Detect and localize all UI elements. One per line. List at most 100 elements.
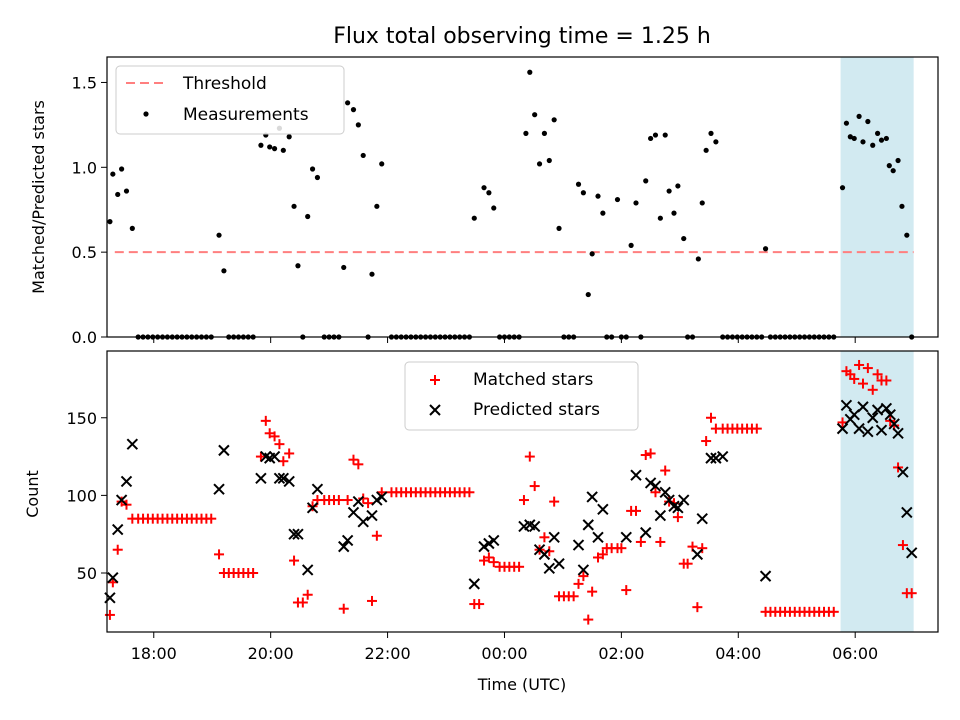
predicted-star-point [871, 404, 884, 416]
matched-star-point [260, 415, 271, 426]
measurement-point [652, 132, 659, 138]
measurement-point [123, 188, 130, 194]
predicted-star-point [553, 557, 565, 570]
matched-star-point [701, 436, 712, 447]
measurement-point [355, 122, 361, 128]
matched-star-point [302, 589, 313, 600]
measurement-point [541, 130, 548, 136]
measurement-point [271, 146, 278, 152]
measurement-point [883, 135, 889, 142]
bottom-legend-box [404, 361, 639, 431]
predicted-star-point [255, 472, 267, 485]
bottom-legend: Matched stars Predicted stars [404, 361, 639, 431]
measurement-point [305, 213, 311, 220]
predicted-star-point [654, 509, 667, 522]
matched-star-point [828, 606, 839, 617]
measurement-point [713, 139, 719, 145]
matched-star-point [692, 602, 703, 613]
predicted-star-point [488, 534, 500, 547]
matched-star-point [529, 481, 540, 492]
predicted-star-point [867, 412, 879, 424]
predicted-star-point [696, 512, 708, 525]
top-legend-box [115, 65, 345, 135]
measurement-point [600, 210, 606, 216]
measurement-point [878, 137, 885, 143]
matched-star-point [112, 544, 123, 555]
matched-star-point [621, 585, 632, 596]
measurement-point [703, 147, 709, 153]
measurement-point [899, 203, 905, 209]
matched-star-point [630, 505, 641, 516]
predicted-star-point [880, 402, 893, 415]
measurement-point [860, 139, 866, 145]
matched-star-point [342, 495, 353, 506]
measurement-point [633, 200, 639, 206]
x-tick-label: 02:00 [598, 644, 644, 663]
predicted-star-point [357, 516, 369, 528]
matched-star-point [906, 588, 917, 599]
measurement-point [708, 130, 714, 136]
matched-star-point [897, 540, 908, 551]
predicted-star-point [283, 475, 295, 488]
matched-star-point [284, 448, 295, 459]
predicted-star-point [649, 480, 662, 492]
predicted-star-point [538, 548, 551, 561]
measurement-point [107, 219, 113, 225]
measurement-point [886, 163, 892, 169]
measurement-point [486, 190, 492, 196]
measurement-point [369, 271, 375, 277]
measurement-point [115, 191, 121, 198]
matched-star-point [274, 439, 285, 450]
x-tick-label: 18:00 [131, 644, 177, 663]
measurement-point [681, 235, 687, 242]
measurement-point [762, 246, 769, 252]
matched-star-point [366, 595, 377, 606]
bottom-x-ticks: 18:00 20:00 22:00 00:00 02:00 04:00 06:00 [131, 632, 878, 663]
measurement-point [666, 188, 672, 194]
predicted-star-point [543, 562, 555, 575]
measurement-point [595, 193, 601, 199]
predicted-star-point [292, 528, 304, 540]
predicted-star-point [352, 495, 365, 508]
predicted-star-point [597, 503, 609, 516]
matched-star-point [255, 451, 266, 462]
matched-star-point [214, 549, 225, 560]
matched-star-point [881, 375, 892, 386]
matched-star-point [640, 450, 651, 461]
matched-star-point [518, 495, 529, 506]
measurement-point [341, 264, 347, 271]
measurement-point [890, 168, 896, 174]
matched-star-point [297, 597, 308, 608]
predicted-star-point [659, 486, 671, 498]
matched-star-point [289, 555, 300, 566]
predicted-star-point [126, 438, 139, 450]
matched-star-point [697, 543, 708, 554]
measurement-point [580, 190, 586, 196]
matched-star-point [862, 363, 873, 374]
matched-star-point [474, 599, 485, 610]
predicted-star-point [862, 426, 874, 438]
measurement-point [551, 117, 557, 123]
measurement-point [221, 268, 227, 274]
top-highlight-span [840, 57, 914, 337]
matched-star-point [206, 513, 217, 524]
predicted-star-point [548, 531, 560, 544]
matched-star-point [672, 512, 683, 523]
matched-star-point [650, 487, 661, 498]
top-legend: Threshold Measurements [115, 65, 345, 135]
measurement-point [895, 157, 901, 164]
predicted-star-point [875, 424, 888, 436]
matched-star-point [645, 448, 656, 459]
predicted-star-point [672, 502, 684, 514]
matched-star-point [655, 536, 666, 547]
predicted-star-point [705, 452, 717, 464]
measurement-point [110, 171, 116, 177]
measurement-point [575, 181, 582, 187]
matched-star-point [524, 451, 535, 462]
measurement-point [523, 130, 529, 136]
predicted-star-point [218, 444, 230, 457]
predicted-star-point [582, 519, 594, 531]
legend-matched-swatch [430, 375, 440, 385]
matched-star-point [573, 578, 584, 589]
bottom-y-tick-label: 150 [66, 409, 97, 428]
